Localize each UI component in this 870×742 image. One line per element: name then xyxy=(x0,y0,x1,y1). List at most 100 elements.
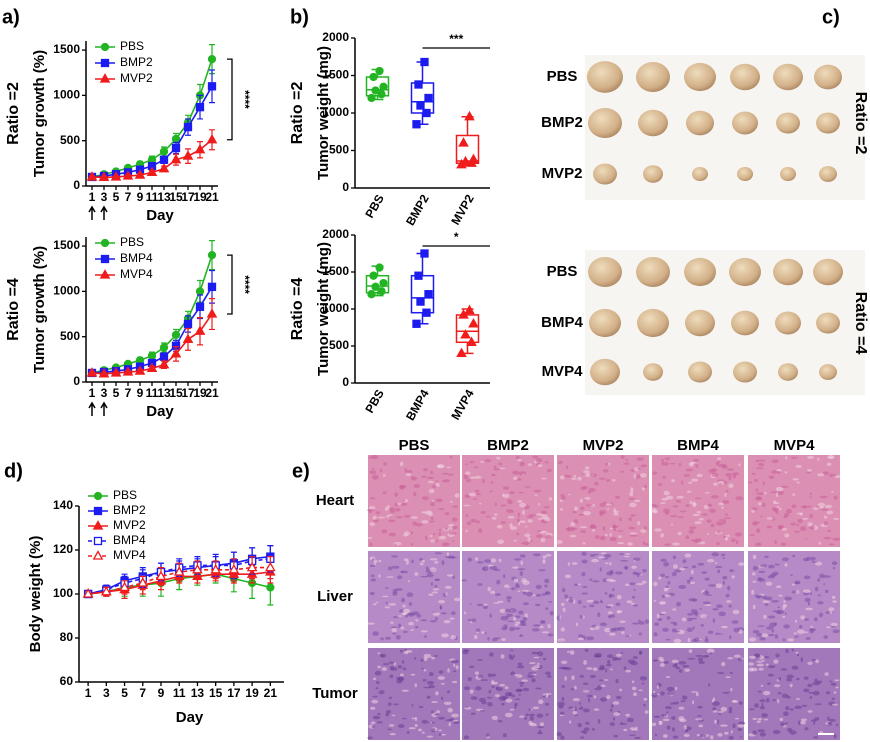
tissue-texture xyxy=(402,608,411,614)
tissue-texture xyxy=(682,665,690,668)
tissue-texture xyxy=(809,556,816,561)
tissue-texture xyxy=(627,542,633,546)
tissue-texture xyxy=(809,496,812,499)
tissue-texture xyxy=(604,627,612,633)
tissue-texture xyxy=(625,713,631,717)
tissue-texture xyxy=(388,724,395,727)
tissue-texture xyxy=(783,725,787,728)
tissue-texture xyxy=(378,574,381,578)
tissue-texture xyxy=(437,464,445,468)
tissue-texture xyxy=(823,536,832,540)
tissue-texture xyxy=(560,627,565,632)
tissue-texture xyxy=(489,652,494,657)
tissue-texture xyxy=(710,735,714,740)
tissue-texture xyxy=(756,720,761,723)
tissue-texture xyxy=(592,600,600,604)
tumor-photo xyxy=(775,311,801,335)
tissue-texture xyxy=(390,621,394,624)
tissue-texture xyxy=(531,651,539,655)
tissue-texture xyxy=(616,653,622,657)
tissue-texture xyxy=(411,543,414,546)
tissue-texture xyxy=(463,686,470,691)
tissue-texture xyxy=(391,627,398,633)
tissue-texture xyxy=(393,662,397,666)
tissue-texture xyxy=(402,612,408,616)
tissue-texture xyxy=(797,629,805,634)
column-header: MVP4 xyxy=(774,437,816,454)
tissue-texture xyxy=(564,667,572,671)
tissue-texture xyxy=(514,702,518,707)
tissue-texture xyxy=(565,527,572,531)
tissue-texture xyxy=(678,661,687,665)
tissue-texture xyxy=(717,710,724,714)
x-tick-label: 1 xyxy=(85,686,92,700)
tissue-texture xyxy=(711,468,718,472)
tissue-texture xyxy=(737,727,743,732)
tissue-texture xyxy=(689,576,694,580)
tissue-texture xyxy=(406,592,414,597)
marker xyxy=(98,368,110,378)
tumor-photo xyxy=(730,63,760,91)
tissue-texture xyxy=(385,601,388,605)
tissue-texture xyxy=(578,513,584,516)
y-tick-label: 500 xyxy=(329,143,349,157)
tissue-texture xyxy=(516,665,525,669)
tissue-texture xyxy=(579,615,584,619)
tissue-texture xyxy=(379,469,383,473)
tissue-texture xyxy=(547,675,552,678)
tissue-texture xyxy=(623,728,628,732)
tissue-texture xyxy=(412,521,417,526)
x-tick-label: 21 xyxy=(264,686,278,700)
data-point xyxy=(369,72,378,82)
x-tick-label: 19 xyxy=(193,190,207,204)
tissue-texture xyxy=(737,657,743,662)
tissue-texture xyxy=(404,650,413,653)
tissue-texture xyxy=(700,734,707,738)
tissue-texture xyxy=(515,688,523,693)
tissue-texture xyxy=(484,459,492,463)
tissue-texture xyxy=(578,634,584,638)
marker xyxy=(207,82,217,91)
tissue-texture xyxy=(454,493,460,498)
tissue-texture xyxy=(672,542,680,546)
tissue-texture xyxy=(701,655,710,658)
tissue-texture xyxy=(531,628,540,632)
tissue-texture xyxy=(519,634,523,637)
tissue-texture xyxy=(660,714,667,717)
tissue-texture xyxy=(773,659,779,664)
histology-image xyxy=(368,648,460,740)
tissue-texture xyxy=(452,540,455,542)
tissue-texture xyxy=(827,722,832,726)
tissue-texture xyxy=(827,454,835,460)
tissue-texture xyxy=(683,733,690,738)
tissue-texture xyxy=(493,602,500,604)
tissue-texture xyxy=(371,725,376,728)
tissue-texture xyxy=(378,560,382,563)
x-tick-label: 19 xyxy=(245,686,259,700)
tissue-texture xyxy=(754,521,760,524)
tissue-texture xyxy=(440,612,447,615)
tissue-texture xyxy=(778,525,783,530)
tissue-texture xyxy=(769,622,777,627)
tissue-texture xyxy=(712,701,720,707)
tissue-texture xyxy=(764,555,769,558)
tissue-texture xyxy=(728,706,733,712)
tissue-texture xyxy=(543,657,547,661)
tissue-texture xyxy=(561,660,568,664)
tissue-texture xyxy=(796,512,803,515)
tissue-texture xyxy=(812,507,820,510)
tissue-texture xyxy=(369,542,373,547)
tissue-texture xyxy=(441,542,450,547)
tissue-texture xyxy=(538,569,546,572)
tissue-texture xyxy=(535,584,542,590)
tissue-texture xyxy=(699,608,702,610)
tissue-texture xyxy=(704,577,710,581)
tissue-texture xyxy=(394,502,398,507)
x-axis-label: Day xyxy=(176,709,204,726)
data-point xyxy=(375,66,384,76)
tissue-texture xyxy=(399,461,404,467)
tissue-texture xyxy=(700,614,708,619)
tissue-texture xyxy=(671,659,679,664)
tissue-texture xyxy=(708,584,717,587)
tissue-texture xyxy=(770,491,778,494)
